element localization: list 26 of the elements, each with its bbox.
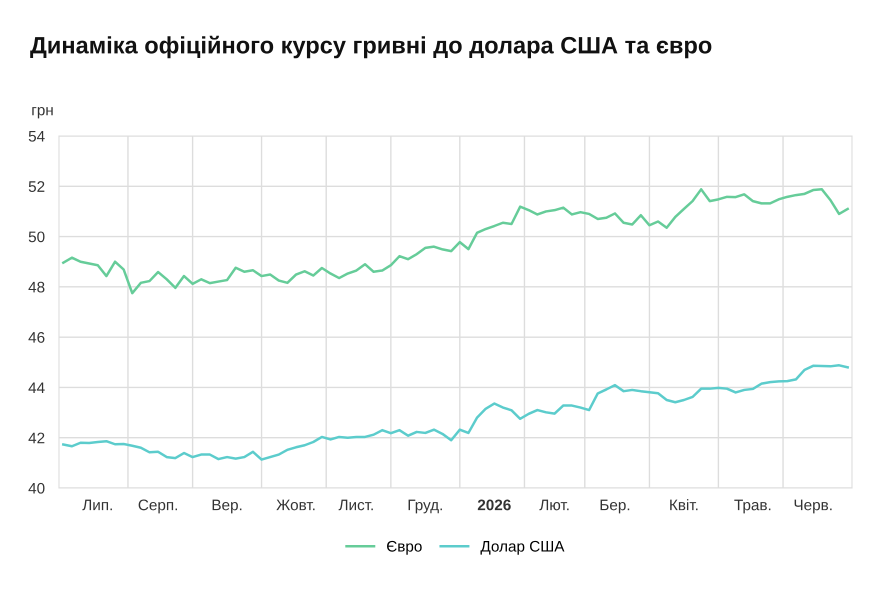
y-axis-title: грн	[32, 107, 53, 118]
y-tick-label: 54	[28, 131, 45, 142]
x-tick-label: Лют.	[539, 500, 569, 510]
x-tick-label: Черв.	[794, 500, 832, 514]
chart-title: Динаміка офіційного курсу гривні до долара США та євро	[30, 36, 712, 58]
x-tick-label: Бер.	[600, 500, 630, 514]
line-series	[62, 188, 849, 294]
x-tick-label: Груд.	[408, 500, 442, 514]
x-tick-label: Лист.	[338, 500, 373, 510]
y-tick-label: 50	[28, 231, 45, 242]
legend-label: Євро	[387, 540, 422, 555]
y-tick-label: 46	[28, 332, 44, 343]
y-tick-label: 40	[28, 482, 45, 494]
y-tick-label: 52	[28, 181, 44, 192]
line-series	[62, 364, 849, 461]
x-tick-label: 2026	[478, 500, 511, 510]
x-tick-label: Квіт.	[670, 499, 698, 510]
x-tick-label: Вер.	[212, 500, 242, 514]
y-tick-label: 48	[28, 282, 44, 293]
y-tick-label: 44	[28, 382, 45, 393]
x-tick-label: Лип.	[82, 500, 112, 510]
x-tick-label: Серп.	[138, 500, 178, 514]
legend-label: Долар США	[480, 540, 564, 555]
x-tick-label: Трав.	[734, 500, 770, 514]
x-tick-label: Жовт.	[276, 500, 315, 510]
y-tick-label: 42	[28, 432, 44, 444]
